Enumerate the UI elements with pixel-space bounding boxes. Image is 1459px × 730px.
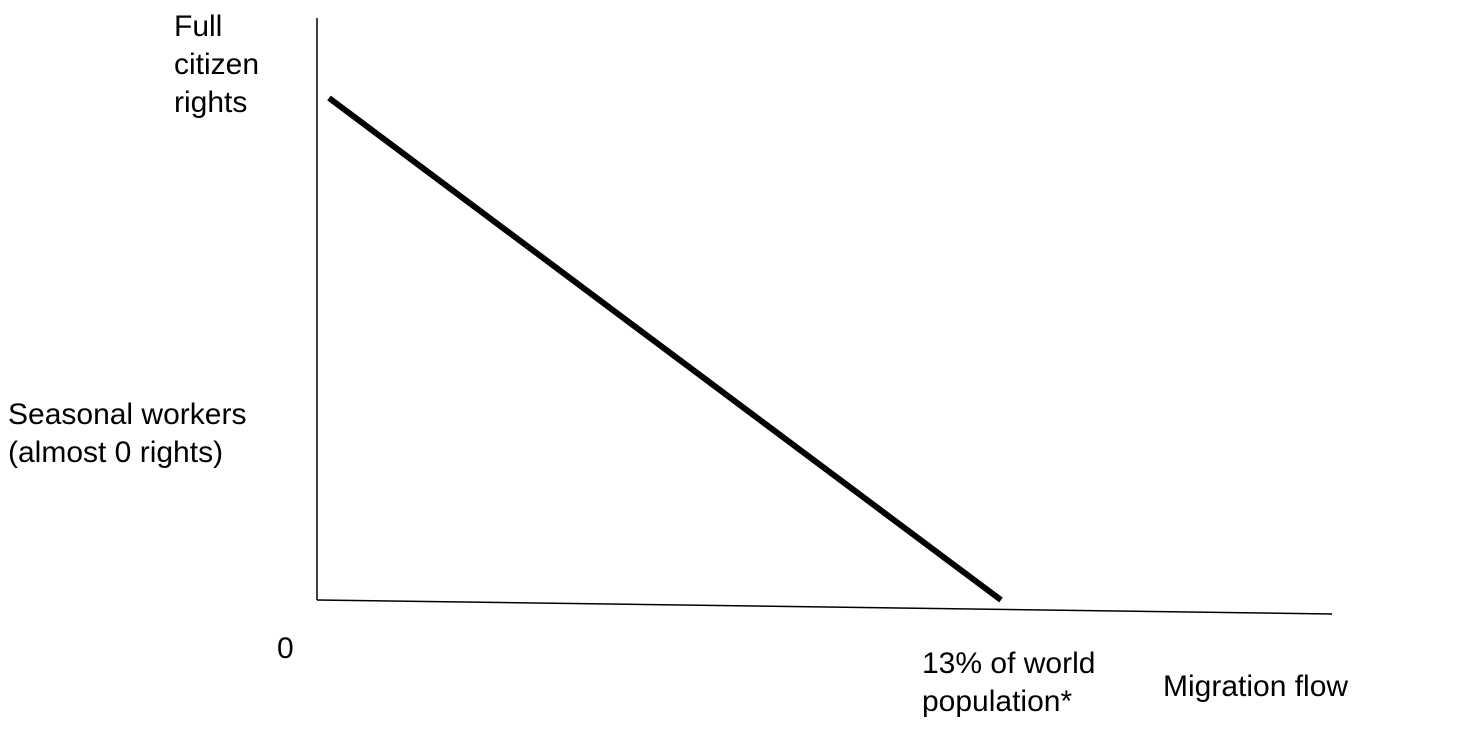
x-axis-title-text: Migration flow (1163, 670, 1349, 703)
y-mid-label-line-2: (almost 0 rights) (8, 436, 224, 469)
tradeoff-line (327, 95, 1003, 603)
y-top-label-line-3: rights (174, 86, 248, 119)
x-axis-title: Migration flow (1163, 668, 1348, 706)
y-top-label: Full citizen rights (174, 8, 259, 122)
origin-label-text: 0 (277, 632, 294, 665)
x-mark-label: 13% of world population* (922, 645, 1095, 721)
x-mark-label-line-2: population* (922, 685, 1073, 718)
y-top-label-line-1: Full (174, 10, 223, 43)
x-axis (316, 599, 1333, 615)
x-mark-label-line-1: 13% of world (922, 647, 1096, 680)
y-mid-label: Seasonal workers (almost 0 rights) (8, 396, 246, 472)
origin-label: 0 (277, 630, 294, 668)
y-mid-label-line-1: Seasonal workers (8, 398, 247, 431)
y-top-label-line-2: citizen (174, 48, 260, 81)
